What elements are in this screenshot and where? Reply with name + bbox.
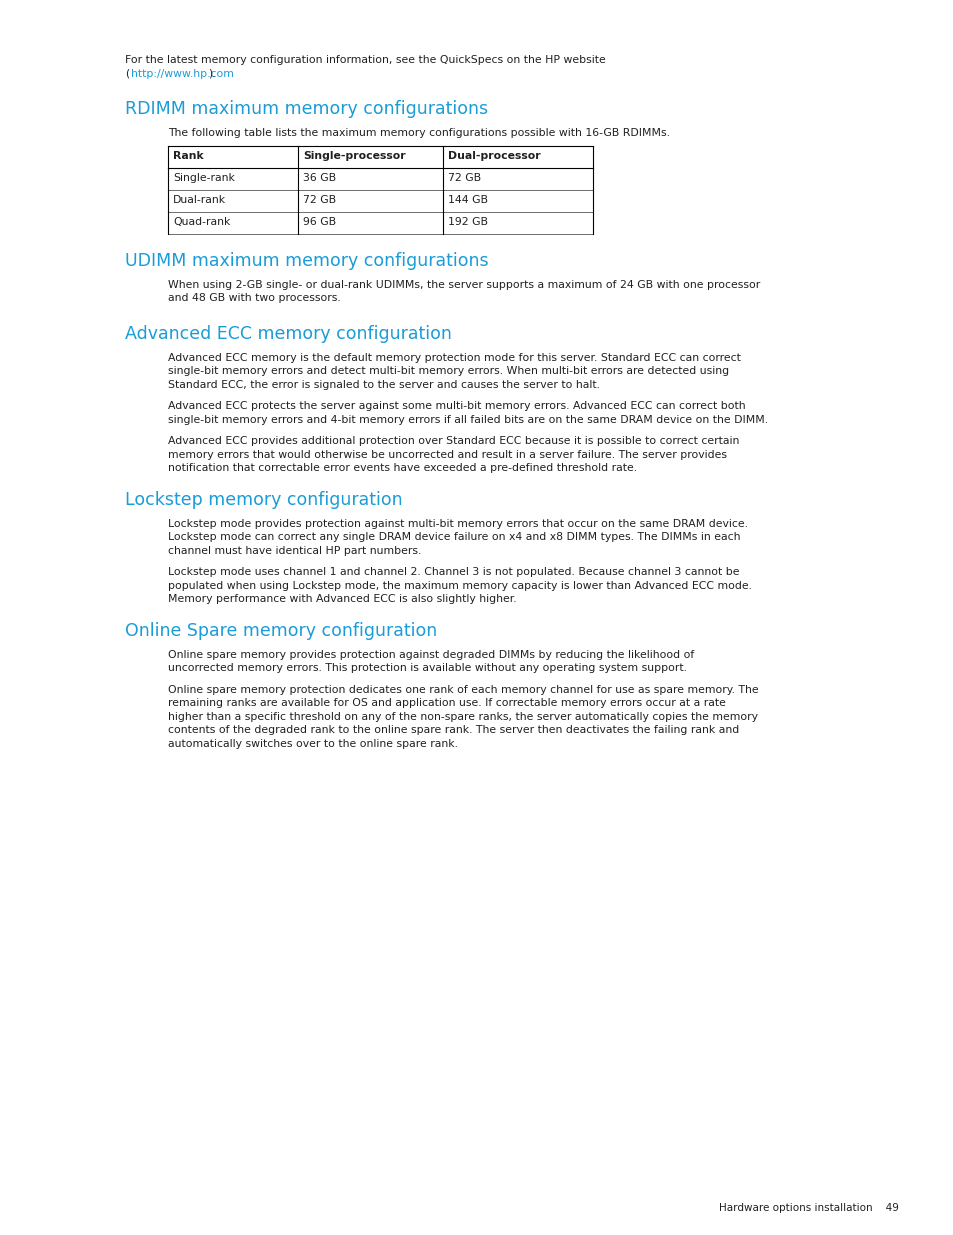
Text: Single-processor: Single-processor xyxy=(303,151,405,161)
Text: http://www.hp.com: http://www.hp.com xyxy=(131,68,233,79)
Text: 96 GB: 96 GB xyxy=(303,216,335,226)
Text: single-bit memory errors and 4-bit memory errors if all failed bits are on the s: single-bit memory errors and 4-bit memor… xyxy=(168,415,767,425)
Text: Memory performance with Advanced ECC is also slightly higher.: Memory performance with Advanced ECC is … xyxy=(168,594,517,604)
Text: When using 2-GB single- or dual-rank UDIMMs, the server supports a maximum of 24: When using 2-GB single- or dual-rank UDI… xyxy=(168,279,760,289)
Text: notification that correctable error events have exceeded a pre-defined threshold: notification that correctable error even… xyxy=(168,463,637,473)
Text: Advanced ECC memory is the default memory protection mode for this server. Stand: Advanced ECC memory is the default memor… xyxy=(168,352,740,363)
Text: Rank: Rank xyxy=(172,151,203,161)
Text: channel must have identical HP part numbers.: channel must have identical HP part numb… xyxy=(168,546,421,556)
Text: ).: ). xyxy=(208,68,215,79)
Text: UDIMM maximum memory configurations: UDIMM maximum memory configurations xyxy=(125,252,488,269)
Text: Quad-rank: Quad-rank xyxy=(172,216,230,226)
Text: automatically switches over to the online spare rank.: automatically switches over to the onlin… xyxy=(168,739,457,748)
Text: Online Spare memory configuration: Online Spare memory configuration xyxy=(125,621,436,640)
Text: 72 GB: 72 GB xyxy=(303,194,335,205)
Text: remaining ranks are available for OS and application use. If correctable memory : remaining ranks are available for OS and… xyxy=(168,698,725,708)
Text: Single-rank: Single-rank xyxy=(172,173,234,183)
Text: higher than a specific threshold on any of the non-spare ranks, the server autom: higher than a specific threshold on any … xyxy=(168,711,758,721)
Text: Lockstep mode can correct any single DRAM device failure on x4 and x8 DIMM types: Lockstep mode can correct any single DRA… xyxy=(168,532,740,542)
Text: single-bit memory errors and detect multi-bit memory errors. When multi-bit erro: single-bit memory errors and detect mult… xyxy=(168,366,728,375)
Text: Advanced ECC memory configuration: Advanced ECC memory configuration xyxy=(125,325,452,342)
Text: Advanced ECC protects the server against some multi-bit memory errors. Advanced : Advanced ECC protects the server against… xyxy=(168,401,745,411)
Text: Dual-processor: Dual-processor xyxy=(448,151,540,161)
Text: memory errors that would otherwise be uncorrected and result in a server failure: memory errors that would otherwise be un… xyxy=(168,450,726,459)
Text: Online spare memory provides protection against degraded DIMMs by reducing the l: Online spare memory provides protection … xyxy=(168,650,694,659)
Text: and 48 GB with two processors.: and 48 GB with two processors. xyxy=(168,293,340,303)
Text: (: ( xyxy=(125,68,129,79)
Text: 36 GB: 36 GB xyxy=(303,173,335,183)
Text: Online spare memory protection dedicates one rank of each memory channel for use: Online spare memory protection dedicates… xyxy=(168,684,758,694)
Text: RDIMM maximum memory configurations: RDIMM maximum memory configurations xyxy=(125,100,488,119)
Text: Lockstep memory configuration: Lockstep memory configuration xyxy=(125,490,402,509)
Text: Hardware options installation    49: Hardware options installation 49 xyxy=(719,1203,898,1213)
Text: Dual-rank: Dual-rank xyxy=(172,194,226,205)
Text: The following table lists the maximum memory configurations possible with 16-GB : The following table lists the maximum me… xyxy=(168,128,669,138)
Text: Lockstep mode provides protection against multi-bit memory errors that occur on : Lockstep mode provides protection agains… xyxy=(168,519,747,529)
Text: 144 GB: 144 GB xyxy=(448,194,488,205)
Text: Lockstep mode uses channel 1 and channel 2. Channel 3 is not populated. Because : Lockstep mode uses channel 1 and channel… xyxy=(168,567,739,577)
Text: contents of the degraded rank to the online spare rank. The server then deactiva: contents of the degraded rank to the onl… xyxy=(168,725,739,735)
Text: Advanced ECC provides additional protection over Standard ECC because it is poss: Advanced ECC provides additional protect… xyxy=(168,436,739,446)
Text: Standard ECC, the error is signaled to the server and causes the server to halt.: Standard ECC, the error is signaled to t… xyxy=(168,379,599,389)
Text: 72 GB: 72 GB xyxy=(448,173,480,183)
Text: For the latest memory configuration information, see the QuickSpecs on the HP we: For the latest memory configuration info… xyxy=(125,56,605,65)
Text: populated when using Lockstep mode, the maximum memory capacity is lower than Ad: populated when using Lockstep mode, the … xyxy=(168,580,751,590)
Text: 192 GB: 192 GB xyxy=(448,216,488,226)
Text: uncorrected memory errors. This protection is available without any operating sy: uncorrected memory errors. This protecti… xyxy=(168,663,686,673)
